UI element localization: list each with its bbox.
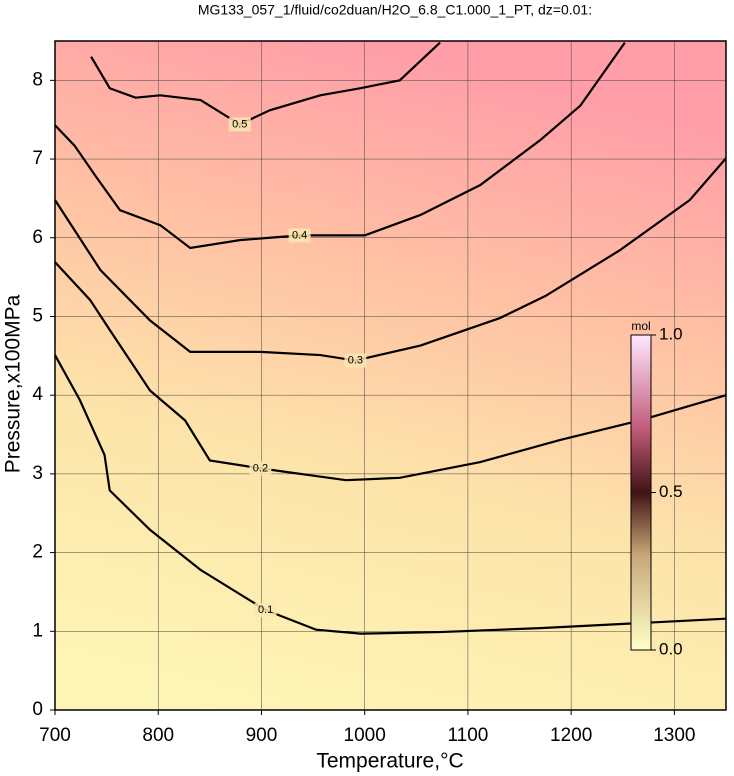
x-tick-label: 700 [39, 725, 71, 746]
plot-frame [54, 40, 727, 711]
colorbar-tick-label: 1.0 [659, 324, 683, 343]
y-tick-label: 6 [32, 227, 43, 248]
contour-label: 0.5 [232, 118, 247, 130]
y-tick-label: 4 [32, 384, 43, 405]
colorbar [630, 334, 652, 651]
y-tick-label: 1 [32, 620, 43, 641]
colorbar-tick-label: 0.5 [659, 482, 683, 501]
x-tick-label: 1000 [344, 725, 386, 746]
contour-label-bg [254, 603, 277, 618]
contour-line [54, 41, 626, 250]
contour-label: 0.1 [258, 604, 273, 616]
y-tick-label: 5 [32, 305, 43, 326]
x-tick-label: 1200 [550, 725, 592, 746]
contour-label: 0.3 [348, 354, 363, 366]
contour-label-bg [344, 353, 367, 368]
y-tick-label: 7 [32, 148, 43, 169]
contour-line [54, 354, 727, 635]
contour-label-bg [288, 228, 311, 243]
y-axis-label: Pressure,x100MPa [2, 294, 25, 473]
x-tick-label: 900 [246, 725, 278, 746]
x-tick-label: 1100 [447, 725, 488, 746]
colorbar-label: mol [631, 319, 650, 333]
contour-label: 0.4 [292, 229, 307, 241]
contour-label-bg [249, 461, 272, 476]
x-tick-label: 1300 [653, 725, 695, 746]
y-tick-label: 2 [32, 542, 43, 563]
contour-label: 0.2 [253, 462, 268, 474]
y-tick-label: 0 [32, 699, 43, 720]
y-tick-label: 8 [32, 69, 43, 90]
y-tick-label: 3 [32, 463, 43, 484]
plot-background [55, 41, 726, 710]
x-tick-label: 800 [142, 725, 174, 746]
colorbar-tick-label: 0.0 [659, 639, 683, 658]
contour-label-bg [228, 117, 251, 132]
chart-title: MG133_057_1/fluid/co2duan/H2O_6.8_C1.000… [198, 2, 592, 18]
x-axis-label: Temperature,°C [316, 750, 463, 773]
